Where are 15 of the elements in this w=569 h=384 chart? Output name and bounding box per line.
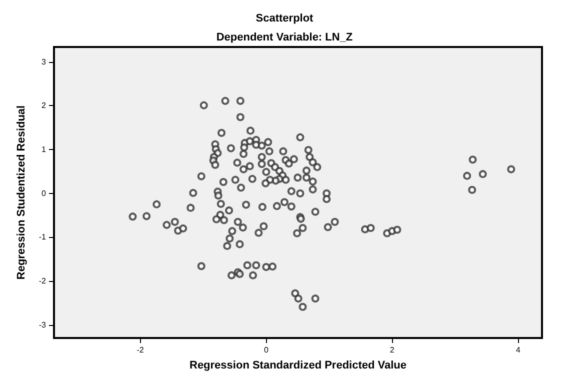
x-tick-label: -2 — [136, 346, 144, 354]
x-tick-label: 4 — [516, 346, 521, 354]
y-tick-label: 0 — [42, 188, 47, 198]
x-tick-label: 0 — [264, 346, 269, 354]
y-tick-label: -3 — [38, 320, 47, 330]
x-axis-title: Regression Standardized Predicted Value — [189, 360, 407, 372]
y-tick-label: 1 — [42, 145, 47, 154]
y-axis-title: Regression Studentized Residual — [16, 105, 28, 280]
x-tick-label: 2 — [390, 346, 395, 354]
y-tick-label: 3 — [42, 57, 47, 66]
y-tick-label: -1 — [38, 232, 47, 242]
chart-subtitle: Dependent Variable: LN_Z — [216, 32, 353, 44]
chart-title: Scatterplot — [256, 12, 314, 24]
y-tick-label: -2 — [38, 276, 47, 286]
y-tick-label: 2 — [42, 101, 47, 110]
